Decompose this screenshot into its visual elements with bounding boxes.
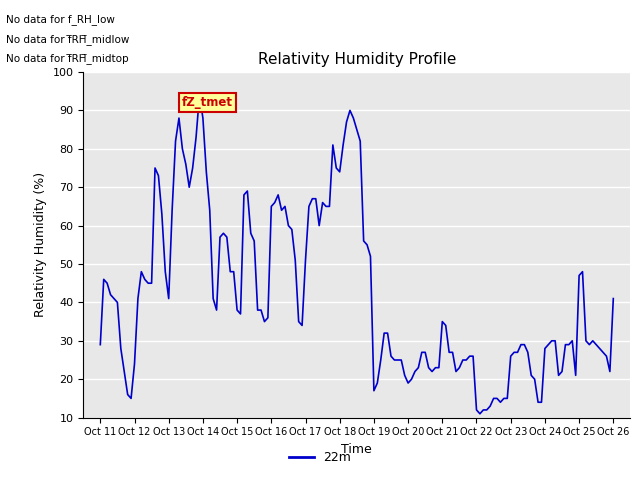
Text: fZ_tmet: fZ_tmet xyxy=(182,96,233,109)
Text: No data for f_RH_low: No data for f_RH_low xyxy=(6,14,115,25)
Legend: 22m: 22m xyxy=(284,446,356,469)
Y-axis label: Relativity Humidity (%): Relativity Humidity (%) xyxy=(34,172,47,317)
X-axis label: Time: Time xyxy=(341,443,372,456)
Title: Relativity Humidity Profile: Relativity Humidity Profile xyxy=(258,52,456,67)
Text: No data for f̅RH̅_midlow: No data for f̅RH̅_midlow xyxy=(6,34,130,45)
Text: No data for f̅RH̅_midtop: No data for f̅RH̅_midtop xyxy=(6,53,129,64)
